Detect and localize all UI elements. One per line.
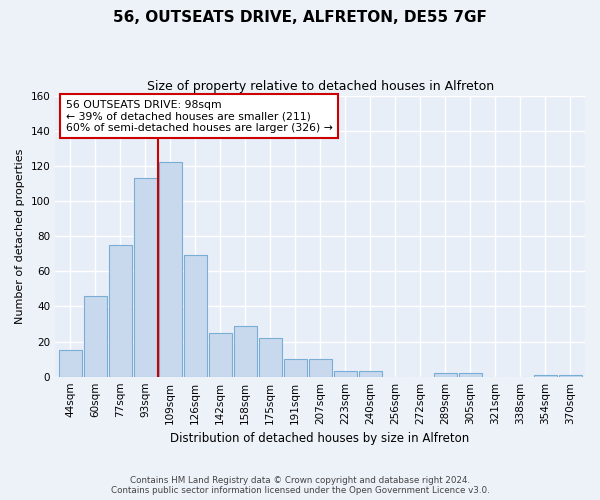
Bar (158, 162, 182, 376)
Text: Contains HM Land Registry data © Crown copyright and database right 2024.
Contai: Contains HM Land Registry data © Crown c… (110, 476, 490, 495)
Bar (308, 359, 332, 376)
Bar (533, 375, 557, 376)
Bar (259, 338, 281, 376)
Title: Size of property relative to detached houses in Alfreton: Size of property relative to detached ho… (146, 80, 494, 93)
Bar (434, 373, 457, 376)
Bar (109, 245, 131, 376)
Bar (284, 359, 307, 376)
Y-axis label: Number of detached properties: Number of detached properties (15, 148, 25, 324)
Bar (59, 350, 82, 376)
Bar (334, 372, 356, 376)
Bar (209, 333, 232, 376)
X-axis label: Distribution of detached houses by size in Alfreton: Distribution of detached houses by size … (170, 432, 470, 445)
Text: 56 OUTSEATS DRIVE: 98sqm
← 39% of detached houses are smaller (211)
60% of semi-: 56 OUTSEATS DRIVE: 98sqm ← 39% of detach… (66, 100, 332, 133)
Bar (134, 178, 157, 376)
Bar (458, 373, 482, 376)
Bar (184, 256, 206, 376)
Bar (359, 372, 382, 376)
Text: 56, OUTSEATS DRIVE, ALFRETON, DE55 7GF: 56, OUTSEATS DRIVE, ALFRETON, DE55 7GF (113, 10, 487, 25)
Bar (233, 326, 257, 376)
Bar (559, 375, 581, 376)
Bar (83, 296, 107, 376)
